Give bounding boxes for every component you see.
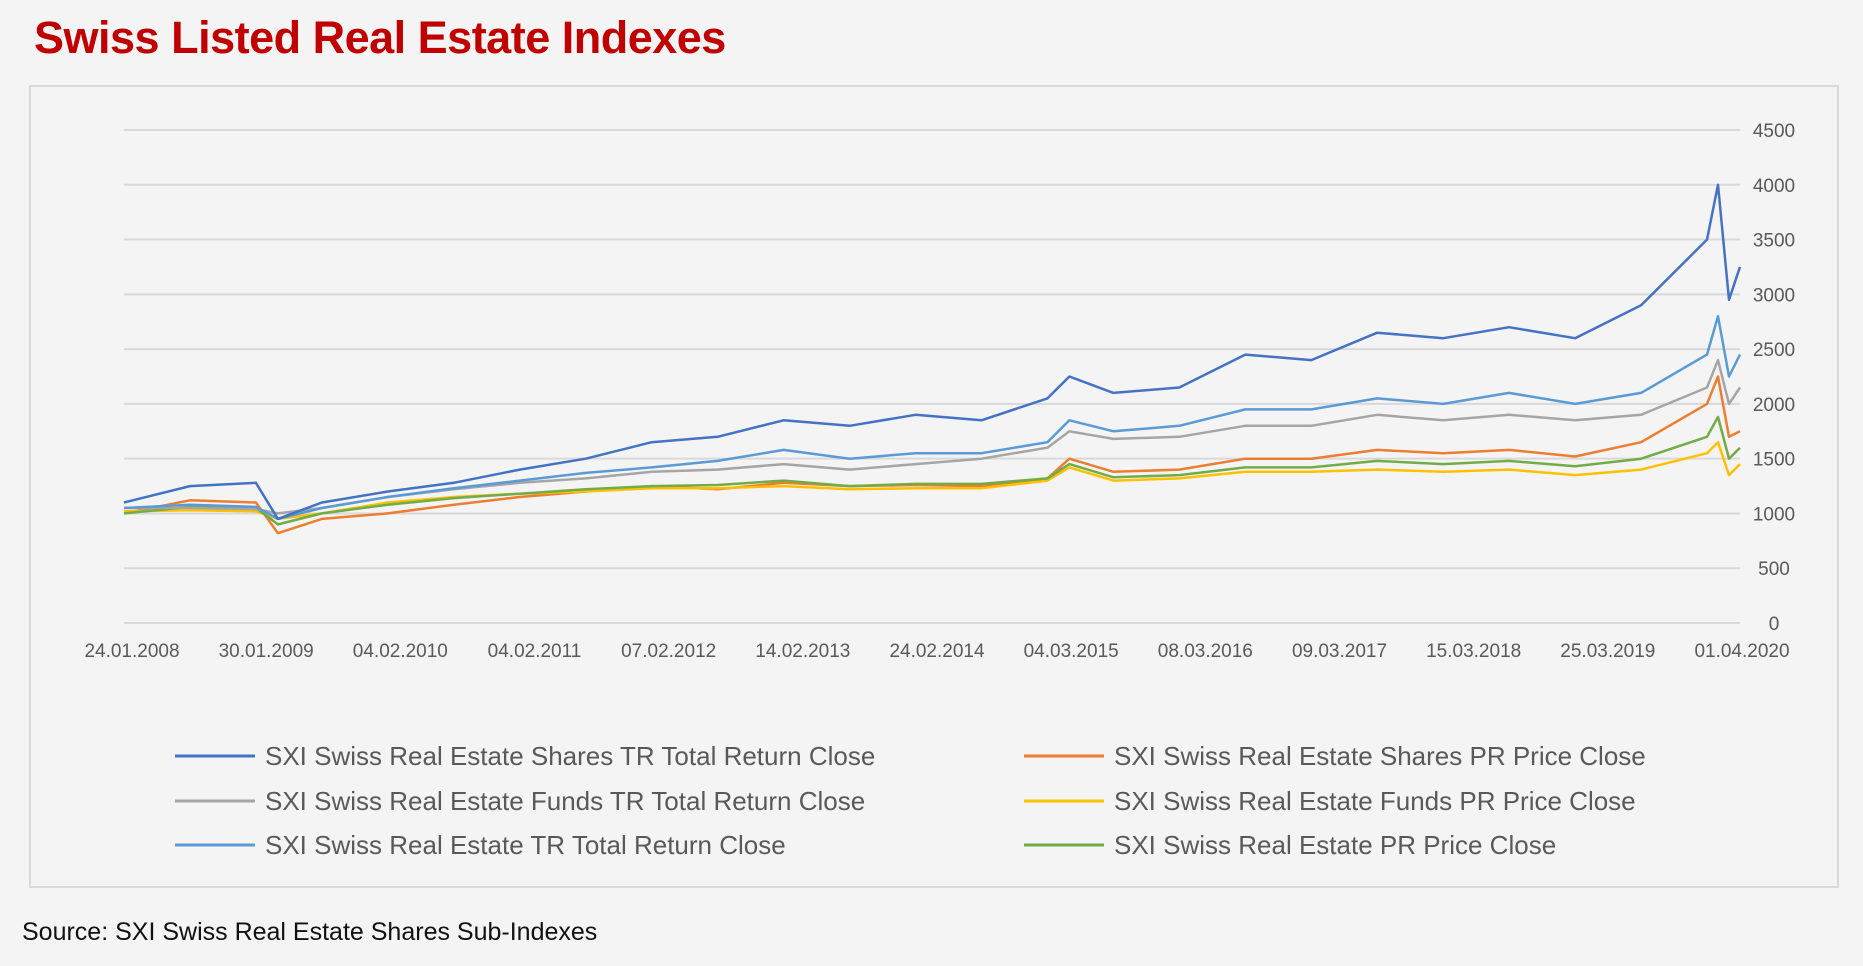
x-tick-label: 01.04.2020	[1694, 641, 1789, 662]
y-axis-ticks: 0 500 1000 1500 2000 2500 3000 3500 4000 4500	[1753, 121, 1795, 635]
y-tick-label: 3000	[1753, 285, 1795, 306]
legend-label: SXI Swiss Real Estate PR Price Close	[1114, 830, 1556, 860]
y-tick-label: 2500	[1753, 340, 1795, 361]
line-chart: 0 500 1000 1500 2000 2500 3000 3500 4000 4500 24.…	[0, 0, 1863, 966]
x-axis-ticks: 24.01.2008 30.01.2009 04.02.2010 04.02.2011…	[84, 641, 1789, 662]
source-note: Source: SXI Swiss Real Estate Shares Sub…	[22, 918, 597, 947]
legend-label: SXI Swiss Real Estate Funds PR Price Clo…	[1114, 786, 1636, 816]
x-tick-label: 04.03.2015	[1024, 641, 1119, 662]
series-line	[124, 360, 1740, 513]
x-tick-label: 04.02.2011	[488, 641, 582, 662]
x-tick-label: 24.02.2014	[889, 641, 985, 662]
legend-label: SXI Swiss Real Estate Shares PR Price Cl…	[1114, 741, 1646, 771]
series-line	[124, 377, 1740, 534]
y-tick-label: 500	[1758, 559, 1790, 580]
legend: SXI Swiss Real Estate Shares TR Total Re…	[175, 741, 1646, 860]
x-tick-label: 07.02.2012	[621, 641, 716, 662]
y-tick-label: 1500	[1753, 450, 1795, 471]
x-tick-label: 24.01.2008	[84, 641, 179, 662]
x-tick-label: 14.02.2013	[755, 641, 850, 662]
series-lines	[124, 185, 1740, 533]
x-tick-label: 15.03.2018	[1426, 641, 1521, 662]
x-tick-label: 25.03.2019	[1560, 641, 1655, 662]
y-tick-label: 3500	[1753, 231, 1795, 252]
y-tick-label: 1000	[1753, 504, 1795, 525]
x-tick-label: 09.03.2017	[1292, 641, 1387, 662]
y-tick-label: 4000	[1753, 176, 1795, 197]
y-tick-label: 4500	[1753, 121, 1795, 142]
y-tick-label: 0	[1769, 614, 1780, 635]
y-tick-label: 2000	[1753, 395, 1795, 416]
x-tick-label: 30.01.2009	[219, 641, 314, 662]
legend-label: SXI Swiss Real Estate Shares TR Total Re…	[265, 741, 875, 771]
grid-lines	[124, 130, 1740, 623]
legend-label: SXI Swiss Real Estate TR Total Return Cl…	[265, 830, 786, 860]
legend-label: SXI Swiss Real Estate Funds TR Total Ret…	[265, 786, 865, 816]
x-tick-label: 08.03.2016	[1158, 641, 1253, 662]
x-tick-label: 04.02.2010	[353, 641, 448, 662]
